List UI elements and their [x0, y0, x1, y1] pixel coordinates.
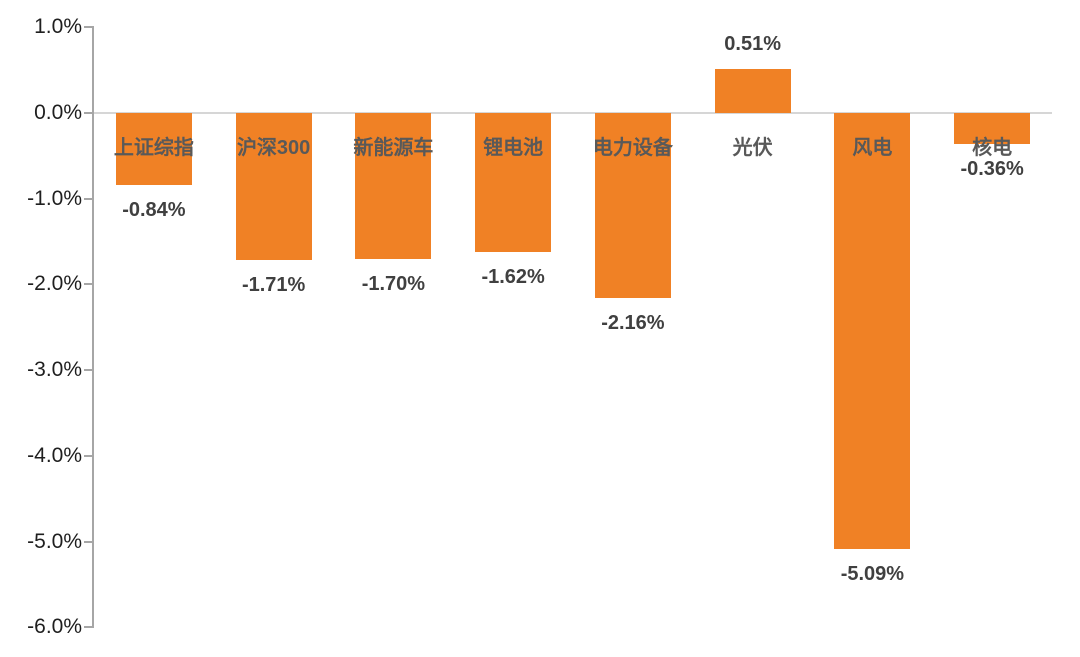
- y-axis-tick-label: -5.0%: [27, 529, 82, 553]
- bar: [355, 113, 432, 259]
- bar-value-label: -1.71%: [241, 273, 306, 296]
- y-axis-line: [92, 27, 94, 628]
- category-label: 上证综指: [113, 137, 194, 159]
- y-axis-tick-mark: [84, 454, 94, 457]
- bar-value-label: -0.84%: [122, 198, 186, 221]
- bar-value-label: -2.16%: [601, 312, 665, 335]
- category-label: 新能源车: [353, 137, 434, 159]
- bar-value-label: -1.70%: [361, 272, 426, 295]
- bar: [475, 113, 552, 252]
- y-axis-tick-label: -1.0%: [27, 186, 82, 210]
- y-axis-tick-label: -4.0%: [27, 443, 82, 467]
- y-axis-tick-mark: [84, 26, 94, 29]
- y-axis-tick-mark: [84, 112, 94, 114]
- y-axis-tick-mark: [84, 369, 94, 372]
- y-axis-tick-label: -6.0%: [27, 615, 82, 639]
- bar: [594, 113, 671, 299]
- bar-value-label: -5.09%: [840, 563, 905, 586]
- bar-value-label: -0.36%: [960, 157, 1024, 180]
- bar: [714, 69, 791, 113]
- y-axis-tick-mark: [84, 283, 94, 286]
- category-label: 电力设备: [592, 137, 673, 159]
- y-axis-tick-label: -2.0%: [27, 272, 82, 296]
- y-axis-tick-mark: [84, 626, 94, 629]
- y-axis-tick-label: 1.0%: [34, 15, 82, 39]
- zero-gridline: [94, 111, 1052, 114]
- category-label: 核电: [972, 137, 1013, 159]
- category-label: 光伏: [732, 137, 773, 159]
- bar: [954, 113, 1031, 144]
- y-axis-tick-label: 0.0%: [34, 101, 82, 124]
- bar: [115, 113, 192, 185]
- y-axis-tick-mark: [84, 540, 94, 543]
- category-label: 沪深300: [236, 137, 311, 159]
- y-axis-tick-label: -3.0%: [27, 358, 82, 382]
- bar: [834, 113, 911, 550]
- category-label: 风电: [852, 137, 893, 159]
- bar-value-label: 0.51%: [724, 33, 781, 56]
- bar-value-label: -1.62%: [481, 265, 545, 288]
- category-label: 锂电池: [483, 137, 544, 159]
- bar: [235, 113, 312, 260]
- y-axis-tick-mark: [84, 197, 94, 200]
